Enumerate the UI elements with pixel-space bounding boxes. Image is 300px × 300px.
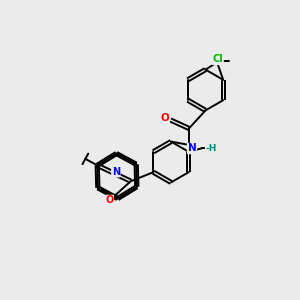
Text: -H: -H bbox=[206, 144, 217, 153]
Text: Cl: Cl bbox=[212, 54, 223, 64]
Text: O: O bbox=[160, 112, 169, 123]
Text: N: N bbox=[112, 167, 120, 177]
Text: O: O bbox=[105, 195, 113, 206]
Text: N: N bbox=[188, 143, 196, 154]
